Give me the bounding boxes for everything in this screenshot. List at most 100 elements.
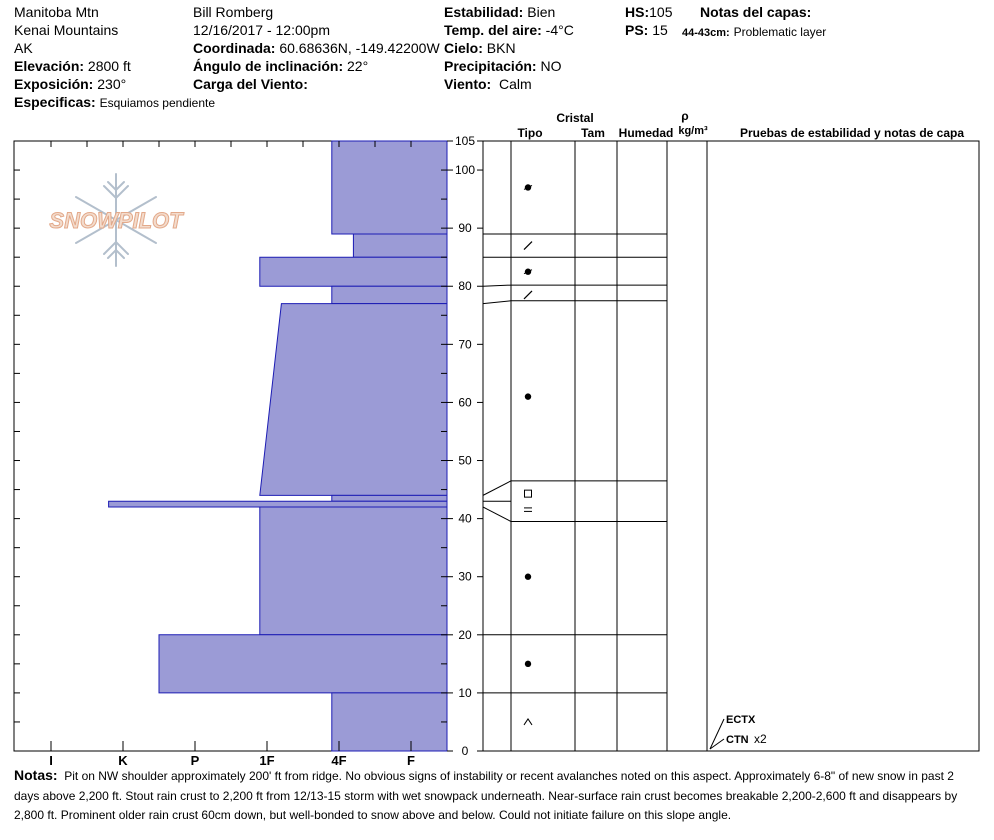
hardness-label-1F: 1F xyxy=(259,753,274,765)
tests-header: Pruebas de estabilidad y notas de capa xyxy=(740,126,964,140)
elevation-value: 2800 ft xyxy=(87,58,131,74)
snow-profile-chart: SNOWPILOT I K P 1F 4F F 0 10 20 30 40 50 60 70 80 90 10… xyxy=(13,109,980,765)
grain-square-5 xyxy=(524,489,532,498)
layer-table-frame xyxy=(482,140,980,752)
grain-dot-4 xyxy=(524,393,532,400)
depth-label-0: 0 xyxy=(462,744,469,758)
slope-label: Ángulo de inclinación: xyxy=(193,58,344,74)
snowpilot-logo-text: SNOWPILOT xyxy=(49,208,184,233)
snowpilot-logo: SNOWPILOT xyxy=(49,173,185,267)
test-label-1: CTN xyxy=(726,734,749,746)
stability-row: Estabilidad: Bien xyxy=(444,4,555,20)
slope-row: Ángulo de inclinación: 22° xyxy=(193,58,368,74)
precip-value: NO xyxy=(540,58,562,74)
crystal-header: Cristal xyxy=(556,111,593,125)
grain-round-0-slash xyxy=(523,185,533,190)
depth-label-90: 90 xyxy=(458,221,472,235)
depth-label-50: 50 xyxy=(458,454,472,468)
hardness-bar-2 xyxy=(259,256,448,287)
layer-note: 44-43cm: Problematic layer xyxy=(682,23,826,41)
grain-symbols xyxy=(523,184,533,726)
wind-value: Calm xyxy=(498,76,532,92)
hardness-label-F: F xyxy=(407,753,415,765)
layer-boundaries xyxy=(482,140,667,694)
hardness-bar-7 xyxy=(259,506,448,636)
depth-label-20: 20 xyxy=(458,628,472,642)
notes-label: Notas: xyxy=(14,767,58,783)
wind-loading-label: Carga del Viento: xyxy=(193,76,308,92)
air-temp-value: -4°C xyxy=(545,22,574,38)
coordinate-row: Coordinada: 60.68636N, -149.42200W xyxy=(193,40,440,56)
specifics-row: Especificas: Esquiamos pendiente xyxy=(14,94,215,111)
observation-datetime: 12/16/2017 - 12:00pm xyxy=(193,22,330,38)
hardness-label-I: I xyxy=(49,753,53,765)
slope-value: 22° xyxy=(347,58,369,74)
type-header: Tipo xyxy=(517,126,542,140)
ps-value: 15 xyxy=(652,22,668,38)
aspect-label: Exposición: xyxy=(14,76,94,92)
precip-row: Precipitación: NO xyxy=(444,58,561,74)
grain-slash-1 xyxy=(523,241,533,250)
elevation-row: Elevación: 2800 ft xyxy=(14,58,131,74)
depth-label-100: 100 xyxy=(455,163,475,177)
depth-axis: 0 10 20 30 40 50 60 70 80 90 100 105 xyxy=(447,134,483,758)
layer-note-range: 44-43cm: xyxy=(682,27,730,39)
depth-label-30: 30 xyxy=(458,570,472,584)
rho-header: ρ xyxy=(681,109,688,123)
specifics-value: Esquiamos pendiente xyxy=(99,96,216,110)
hardness-bar-6 xyxy=(108,500,448,508)
stability-tests: ECTX CTN x2 xyxy=(709,714,767,750)
precip-label: Precipitación: xyxy=(444,58,537,74)
observer-name: Bill Romberg xyxy=(193,4,274,20)
hardness-bars xyxy=(108,140,448,752)
boundary-link-77 xyxy=(482,300,512,305)
hardness-label-P: P xyxy=(191,753,200,765)
boundary-link-44 xyxy=(482,480,512,496)
hardness-label-4F: 4F xyxy=(331,753,346,765)
wind-label: Viento: xyxy=(444,76,492,92)
grain-dot-extra-0 xyxy=(524,573,532,580)
boundary-link-80 xyxy=(482,284,512,287)
grain-dot-8 xyxy=(524,660,532,668)
depth-label-70: 70 xyxy=(458,337,472,351)
state: AK xyxy=(14,40,33,56)
hardness-axis: I K P 1F 4F F xyxy=(49,141,415,765)
hardness-bar-3 xyxy=(331,285,448,305)
depth-label-10: 10 xyxy=(458,686,472,700)
location-name: Manitoba Mtn xyxy=(14,4,99,20)
air-temp-label: Temp. del aire: xyxy=(444,22,542,38)
depth-label-40: 40 xyxy=(458,512,472,526)
wind-row: Viento: Calm xyxy=(444,76,532,92)
test-extra-1: x2 xyxy=(754,732,767,746)
specifics-label: Especificas: xyxy=(14,94,96,110)
mountain-range: Kenai Mountains xyxy=(14,22,119,38)
aspect-value: 230° xyxy=(97,76,127,92)
sky-row: Cielo: BKN xyxy=(444,40,516,56)
left-tick-marks xyxy=(14,169,447,723)
snowflake-icon xyxy=(75,173,157,267)
grain-slash-3 xyxy=(523,290,533,300)
aspect-row: Exposición: 230° xyxy=(14,76,126,92)
depth-label-105: 105 xyxy=(455,134,475,148)
hardness-label-K: K xyxy=(118,753,128,765)
size-header: Tam xyxy=(581,126,605,140)
hs-label: HS: xyxy=(625,4,650,20)
coordinate-label: Coordinada: xyxy=(193,40,276,56)
sky-label: Cielo: xyxy=(444,40,483,56)
notes-block: Notas: Pit on NW shoulder approximately … xyxy=(14,766,980,826)
stability-label: Estabilidad: xyxy=(444,4,524,20)
density-unit-header: kg/m³ xyxy=(678,125,708,137)
grain-caret-9 xyxy=(523,718,533,726)
moisture-header: Humedad xyxy=(619,126,674,140)
notes-text: Pit on NW shoulder approximately 200' ft… xyxy=(14,769,958,822)
depth-label-60: 60 xyxy=(458,395,472,409)
grain-round-2-slash xyxy=(523,269,533,275)
elevation-label: Elevación: xyxy=(14,58,85,74)
hardness-bar-1 xyxy=(352,233,448,258)
hs-value: 105 xyxy=(649,4,673,20)
hardness-bar-8 xyxy=(158,634,448,694)
ps-label: PS: xyxy=(625,22,649,38)
test-arrow-1 xyxy=(709,738,725,750)
hardness-bar-9 xyxy=(331,692,448,752)
test-arrow-0 xyxy=(709,718,725,750)
